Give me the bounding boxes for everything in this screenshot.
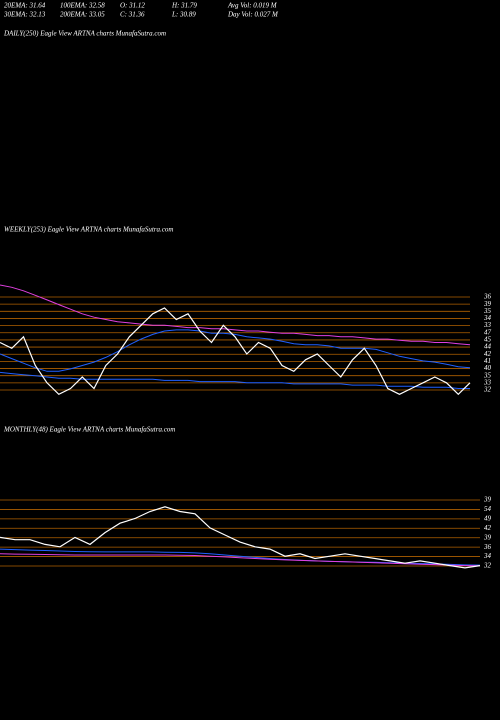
level-label: 34 [483,314,492,322]
header-stat: 100EMA: 32.58 [60,2,105,10]
price-line [0,329,471,372]
header-stat: 200EMA: 33.05 [60,11,105,19]
header-stat: C: 31.36 [120,11,145,19]
level-label: 45 [484,336,492,344]
header-stat: Day Vol: 0.027 M [227,11,279,19]
price-line [0,307,471,396]
level-label: 35 [483,307,492,315]
price-line [0,371,470,389]
level-label: 39 [483,496,492,504]
level-label: 35 [483,371,492,379]
header-stat: Avg Vol: 0.019 M [227,2,278,10]
level-label: 32 [483,386,492,394]
level-label: 39 [483,300,492,308]
level-label: 39 [483,533,492,541]
level-label: 41 [484,357,491,365]
header-stat: O: 31.12 [120,2,145,10]
level-label: 33 [483,321,492,329]
level-label: 47 [484,328,492,336]
panel-title: WEEKLY(253) Eagle View ARTNA charts Muna… [4,226,173,234]
level-label: 34 [483,552,492,560]
panel-title: MONTHLY(48) Eagle View ARTNA charts Muna… [3,426,175,434]
level-label: 40 [484,364,492,372]
level-label: 42 [484,524,492,532]
price-line [0,506,481,569]
level-label: 44 [484,343,492,351]
level-label: 36 [483,293,492,301]
level-label: 54 [484,505,492,513]
price-line [0,553,481,567]
level-label: 33 [483,378,492,386]
header-stat: 30EMA: 32.13 [3,11,46,19]
level-label: 36 [483,543,492,551]
level-label: 42 [484,350,492,358]
header-stat: L: 30.89 [171,11,196,19]
price-line [0,284,471,346]
header-stat: 20EMA: 31.64 [4,2,46,10]
level-label: 49 [484,514,492,522]
daily-title: DAILY(250) Eagle View ARTNA charts Munaf… [3,30,166,38]
header-stat: H: 31.79 [171,2,197,10]
level-label: 32 [483,562,492,570]
